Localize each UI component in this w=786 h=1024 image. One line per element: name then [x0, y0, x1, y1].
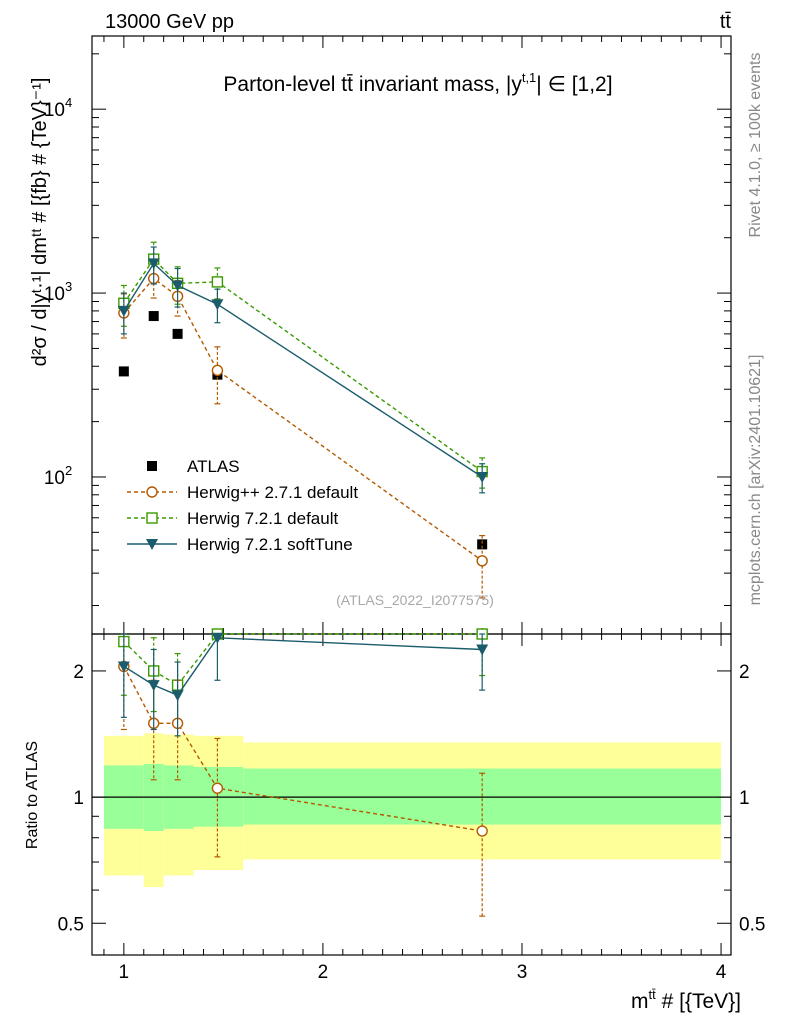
- ratio-tick-label-right: 0.5: [739, 914, 765, 935]
- ratio-herwig-7-2-1-softtune-point: [171, 690, 184, 702]
- legend-label-atlas: ATLAS: [187, 457, 240, 476]
- ratio-herwig-2-7-1-default-point: [211, 782, 224, 794]
- main-herwig-2-7-1-default-point: [211, 364, 224, 377]
- main-herwig-7-2-1-softtune-point: [476, 471, 489, 483]
- ratio-tick-label-right: 1: [739, 788, 750, 809]
- main-herwig-7-2-1-softtune-point: [211, 299, 224, 311]
- header-right: tt̄: [720, 11, 732, 33]
- legend-marker-herwig-7-2-1-softtune: [146, 539, 158, 550]
- main-atlas-point: [477, 539, 488, 550]
- legend-label-herwig-7-2-1-softtune: Herwig 7.2.1 softTune: [187, 535, 353, 554]
- legend-marker-herwig-2-7-1-default: [146, 486, 158, 498]
- legend-marker-herwig-7-2-1-default: [146, 512, 158, 524]
- ratio-series: [117, 628, 489, 917]
- axes: 1 2 3 4 102 103 104 0.5 0.5 1 1 2 2: [44, 36, 765, 983]
- y-axis-label: d²σ / d|yᵗ·¹| dmᵗᵗ # [{fb} # {TeV}⁻¹]: [29, 78, 51, 367]
- main-herwig-7-2-1-default-point: [211, 276, 224, 288]
- legend: ATLAS Herwig++ 2.7.1 default Herwig 7.2.1 …: [127, 457, 358, 554]
- ratio-herwig-7-2-1-softtune-point: [117, 661, 130, 673]
- main-herwig-7-2-1-softtune-point: [171, 280, 184, 292]
- legend-label-herwig-7-2-1-default: Herwig 7.2.1 default: [187, 509, 338, 528]
- chart-title: Parton-level tt̄ invariant mass, |yt,1| …: [223, 70, 612, 96]
- ratio-tick-label-left: 2: [73, 662, 84, 683]
- main-atlas-point: [118, 366, 129, 377]
- y-tick-label: 102: [44, 463, 72, 489]
- legend-label-herwig-2-7-1-default: Herwig++ 2.7.1 default: [187, 483, 358, 502]
- ratio-bands: [103, 733, 722, 888]
- rivet-label: Rivet 4.1.0, ≥ 100k events: [747, 53, 764, 238]
- ratio-tick-label-left: 1: [73, 788, 84, 809]
- x-tick-label: 2: [318, 962, 329, 983]
- main-atlas-point: [148, 311, 159, 322]
- x-tick-label: 1: [119, 962, 130, 983]
- ratio-herwig-7-2-1-softtune-point: [211, 632, 224, 644]
- mcplots-label: mcplots.cern.ch [arXiv:2401.10621]: [747, 355, 764, 606]
- header-left: 13000 GeV pp: [105, 11, 234, 33]
- main-herwig-7-2-1-softtune-group: [117, 246, 489, 494]
- x-tick-label: 3: [517, 962, 528, 983]
- ratio-herwig-7-2-1-softtune-group: [117, 632, 489, 737]
- ratio-herwig-2-7-1-default-point: [476, 825, 488, 837]
- y-tick-label: 104: [44, 95, 72, 121]
- ratio-herwig-7-2-1-softtune-point: [476, 644, 489, 656]
- x-axis-label: mtt̄ # [{TeV}]: [631, 987, 741, 1013]
- main-herwig-7-2-1-softtune-point: [117, 305, 130, 317]
- x-tick-label: 4: [716, 962, 727, 983]
- main-herwig-7-2-1-default-group: [118, 241, 488, 489]
- main-herwig-2-7-1-default-line: [123, 277, 483, 562]
- ratio-herwig-2-7-1-default-line: [123, 666, 483, 832]
- ratio-panel-frame: [91, 633, 732, 956]
- ratio-tick-label-left: 0.5: [58, 914, 84, 935]
- legend-marker-atlas: [147, 461, 157, 471]
- main-herwig-2-7-1-default-point: [476, 555, 488, 567]
- ratio-tick-label-right: 2: [739, 662, 750, 683]
- ratio-herwig-7-2-1-default-group: [118, 628, 488, 724]
- ratio-herwig-7-2-1-softtune-point: [147, 680, 160, 692]
- ratio-y-axis-label: Ratio to ATLAS: [24, 741, 41, 849]
- main-herwig-7-2-1-softtune-point: [147, 258, 160, 270]
- analysis-watermark: (ATLAS_2022_I2077575): [336, 592, 494, 608]
- main-series: [117, 241, 489, 599]
- main-atlas-point: [172, 328, 183, 339]
- y-tick-label: 103: [44, 279, 72, 305]
